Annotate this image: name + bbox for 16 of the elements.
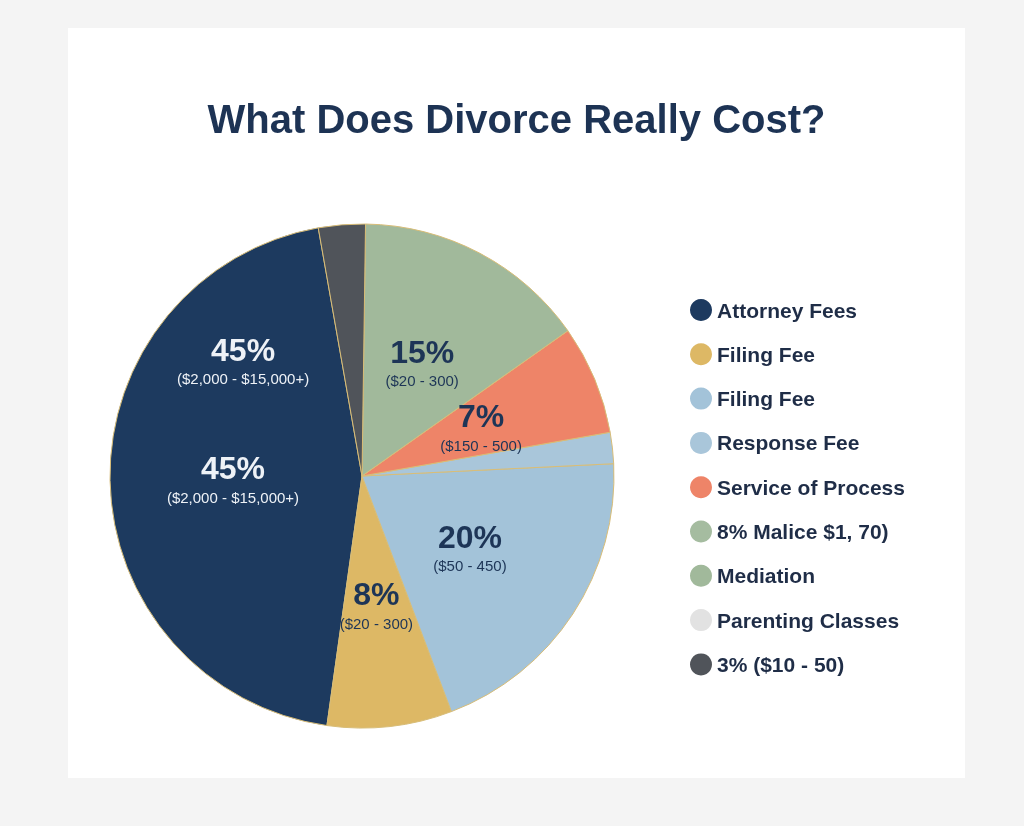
data-label: 8% ($20 - 300) bbox=[339, 576, 414, 632]
legend-label: Parenting Classes bbox=[717, 608, 900, 632]
legend-label: Response Fee bbox=[717, 431, 860, 455]
text: 45% ($2,000 - $15,000+) bbox=[176, 331, 310, 388]
legend-label: 8% Malice $1, 70) bbox=[717, 520, 889, 543]
legend-label: Filing Fee bbox=[717, 387, 816, 411]
data-label: 15% ($20 - 300) bbox=[385, 333, 459, 390]
chart-title: What Does Divorce Really Cost? bbox=[207, 97, 826, 141]
legend-label: Mediation bbox=[717, 564, 815, 588]
legend-label: 3% ($10 - 50) bbox=[717, 652, 845, 676]
legend-label: Filing Fee bbox=[717, 342, 816, 366]
legend-label: Attorney Fees bbox=[717, 298, 858, 322]
legend-label: Service of Process bbox=[717, 475, 905, 499]
data-label: 7% ($150 - 500) bbox=[440, 398, 522, 454]
data-label: 20% ($50 - 450) bbox=[433, 518, 507, 575]
data-label: 45% ($2,000 - $15,000+) bbox=[166, 450, 300, 506]
